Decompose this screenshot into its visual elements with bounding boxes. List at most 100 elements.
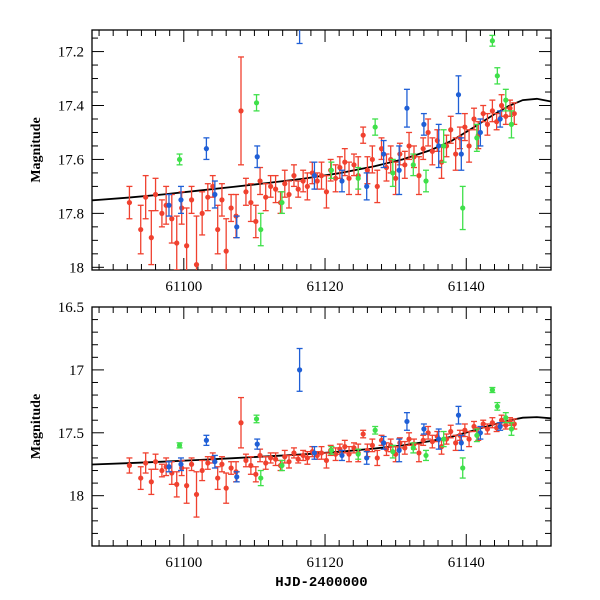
data-point	[268, 183, 274, 190]
top-panel: 61100 61120 61140 17.2 17.4 17.6 17.8 18 Magnitu…	[29, 29, 552, 295]
data-point	[494, 119, 500, 125]
data-point	[466, 436, 472, 442]
data-point	[402, 162, 408, 168]
series-red	[126, 56, 518, 270]
data-point	[489, 38, 495, 44]
data-point	[263, 194, 269, 200]
data-point	[410, 162, 416, 168]
data-point	[416, 173, 422, 179]
data-point	[193, 491, 200, 498]
plot-frame	[91, 306, 552, 547]
data-point	[178, 461, 184, 467]
y-axis-label: Magnitude	[29, 394, 44, 459]
data-point	[318, 450, 325, 456]
y-tick-label: 17.2	[58, 45, 84, 61]
data-point	[223, 485, 229, 491]
data-point	[174, 481, 180, 487]
data-point	[480, 110, 486, 117]
data-point	[188, 197, 195, 203]
data-point	[462, 124, 468, 130]
x-tick-label: 61120	[307, 279, 344, 295]
data-point	[291, 450, 297, 456]
data-point	[503, 422, 509, 428]
data-point	[159, 467, 165, 474]
data-point	[279, 199, 285, 206]
data-point	[318, 173, 325, 179]
data-point	[355, 451, 361, 457]
data-point	[484, 426, 491, 432]
x-tick-label: 61100	[165, 279, 202, 295]
series-green	[176, 386, 515, 487]
data-point	[234, 474, 240, 480]
data-point	[466, 143, 472, 149]
data-point	[254, 154, 260, 160]
data-point	[169, 216, 175, 222]
data-point	[215, 475, 221, 481]
data-point	[396, 167, 402, 173]
data-point	[420, 146, 426, 152]
data-point	[234, 224, 240, 230]
data-point	[228, 465, 234, 471]
data-point	[238, 420, 244, 426]
data-point	[184, 483, 190, 489]
data-point	[393, 175, 399, 181]
y-axis-label: Magnitude	[29, 117, 44, 182]
data-point	[219, 197, 225, 203]
series-green	[176, 34, 515, 247]
data-point	[372, 427, 378, 433]
data-point	[420, 437, 426, 443]
data-point	[410, 445, 416, 451]
data-point	[248, 199, 254, 206]
data-point	[390, 449, 396, 455]
plot-frame	[91, 29, 552, 271]
data-point	[494, 403, 500, 409]
data-point	[511, 110, 517, 117]
data-point	[193, 262, 200, 268]
data-point	[458, 151, 464, 157]
data-point	[489, 387, 495, 393]
data-point	[503, 97, 509, 103]
data-point	[497, 116, 503, 122]
data-point	[448, 127, 454, 133]
y-tick-label: 16.5	[58, 300, 84, 316]
data-point	[484, 121, 491, 127]
data-point	[489, 108, 495, 114]
data-point	[508, 426, 515, 432]
data-layer	[92, 347, 551, 518]
data-point	[203, 437, 209, 443]
data-point	[300, 178, 306, 184]
y-tick-label: 17.6	[58, 152, 85, 168]
data-point	[228, 205, 234, 211]
data-point	[279, 462, 285, 469]
data-point	[364, 183, 370, 190]
data-point	[176, 442, 183, 448]
data-point	[378, 146, 385, 152]
data-point	[210, 183, 216, 190]
data-point	[254, 441, 260, 447]
data-point	[243, 457, 249, 464]
data-point	[425, 129, 431, 136]
data-point	[503, 415, 509, 421]
data-point	[248, 462, 254, 469]
data-point	[148, 235, 154, 241]
data-point	[436, 143, 442, 149]
data-point	[374, 455, 380, 461]
data-point	[205, 194, 211, 200]
data-point	[507, 105, 513, 111]
data-point	[159, 210, 165, 216]
data-point	[477, 129, 483, 136]
x-tick-label: 61120	[307, 555, 344, 571]
data-point	[436, 436, 442, 442]
data-point	[406, 143, 412, 149]
data-point	[297, 367, 303, 373]
data-point	[304, 455, 310, 461]
data-point	[402, 445, 408, 451]
data-point	[210, 455, 216, 461]
data-point	[372, 124, 378, 130]
data-point	[397, 151, 403, 157]
data-point	[205, 460, 211, 466]
data-point	[184, 243, 190, 249]
data-point	[311, 450, 318, 456]
data-point	[455, 412, 462, 418]
data-point	[429, 148, 435, 154]
